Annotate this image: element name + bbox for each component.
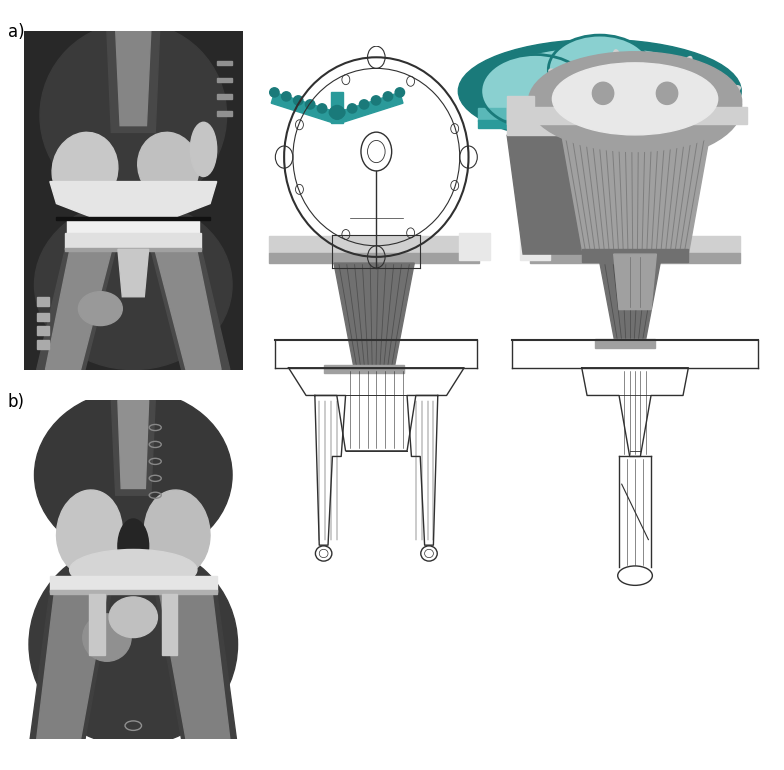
Text: b): b)	[8, 393, 25, 410]
Bar	[37, 313, 49, 322]
Ellipse shape	[40, 22, 227, 209]
Circle shape	[372, 95, 381, 105]
Polygon shape	[116, 31, 151, 126]
Polygon shape	[107, 31, 160, 132]
Circle shape	[593, 82, 614, 105]
Ellipse shape	[52, 132, 118, 207]
Bar	[216, 78, 232, 82]
Polygon shape	[155, 251, 221, 370]
Ellipse shape	[144, 490, 210, 575]
Polygon shape	[530, 236, 740, 253]
Ellipse shape	[70, 550, 197, 590]
Circle shape	[347, 104, 357, 113]
Bar	[477, 109, 722, 122]
Ellipse shape	[78, 292, 122, 326]
Ellipse shape	[613, 50, 622, 72]
Circle shape	[306, 100, 315, 109]
Polygon shape	[459, 233, 489, 259]
Bar	[65, 248, 201, 251]
Bar	[37, 340, 49, 349]
Ellipse shape	[29, 543, 238, 746]
Bar	[56, 217, 210, 220]
Bar	[162, 594, 177, 654]
Circle shape	[293, 95, 303, 105]
Circle shape	[318, 104, 327, 113]
Polygon shape	[151, 249, 230, 370]
Circle shape	[359, 100, 368, 109]
Polygon shape	[155, 592, 237, 739]
Circle shape	[281, 92, 291, 101]
Bar	[50, 575, 216, 592]
Ellipse shape	[720, 85, 740, 96]
Circle shape	[656, 82, 677, 105]
Polygon shape	[507, 96, 534, 124]
Polygon shape	[269, 236, 480, 253]
Polygon shape	[37, 249, 116, 370]
Polygon shape	[595, 340, 655, 348]
Polygon shape	[507, 107, 747, 124]
Polygon shape	[582, 249, 688, 263]
Ellipse shape	[138, 132, 199, 200]
Polygon shape	[160, 594, 230, 739]
Polygon shape	[614, 254, 656, 310]
Polygon shape	[507, 107, 561, 135]
Bar	[331, 92, 343, 123]
Polygon shape	[30, 592, 111, 739]
Polygon shape	[269, 253, 480, 263]
Ellipse shape	[109, 597, 158, 638]
Ellipse shape	[534, 79, 587, 135]
Ellipse shape	[528, 52, 742, 152]
Circle shape	[330, 105, 344, 119]
Circle shape	[270, 88, 279, 97]
Bar	[89, 594, 105, 654]
Polygon shape	[324, 365, 405, 373]
Ellipse shape	[56, 490, 122, 575]
Polygon shape	[530, 253, 740, 263]
Ellipse shape	[191, 122, 216, 176]
Ellipse shape	[34, 200, 232, 370]
Polygon shape	[50, 182, 216, 226]
Ellipse shape	[118, 519, 149, 573]
Polygon shape	[37, 594, 107, 739]
Ellipse shape	[549, 69, 566, 85]
Bar	[50, 590, 216, 594]
Bar	[37, 326, 49, 335]
Ellipse shape	[484, 48, 716, 130]
Polygon shape	[561, 135, 710, 254]
Bar	[65, 233, 201, 249]
Polygon shape	[118, 249, 149, 296]
Polygon shape	[520, 233, 550, 259]
Polygon shape	[600, 263, 660, 343]
Ellipse shape	[553, 63, 717, 135]
Polygon shape	[503, 117, 696, 220]
Polygon shape	[507, 135, 582, 254]
Ellipse shape	[679, 56, 692, 76]
Ellipse shape	[83, 614, 131, 661]
Polygon shape	[271, 92, 337, 123]
Ellipse shape	[550, 69, 710, 140]
Ellipse shape	[34, 390, 232, 560]
Circle shape	[582, 79, 618, 103]
Bar	[216, 95, 232, 99]
Ellipse shape	[459, 39, 741, 143]
Circle shape	[548, 35, 652, 104]
Text: a): a)	[8, 23, 24, 41]
Polygon shape	[111, 400, 155, 495]
Bar	[67, 219, 199, 234]
Circle shape	[336, 108, 345, 117]
Circle shape	[481, 55, 590, 128]
Circle shape	[329, 108, 339, 117]
Polygon shape	[45, 251, 111, 370]
Circle shape	[383, 92, 393, 101]
Circle shape	[395, 88, 405, 97]
Bar	[477, 120, 722, 128]
Polygon shape	[337, 92, 403, 123]
Polygon shape	[118, 400, 149, 488]
Polygon shape	[334, 263, 414, 368]
Bar	[216, 61, 232, 65]
Bar	[37, 297, 49, 306]
Ellipse shape	[528, 55, 742, 160]
Circle shape	[609, 55, 719, 128]
Bar	[216, 112, 232, 116]
